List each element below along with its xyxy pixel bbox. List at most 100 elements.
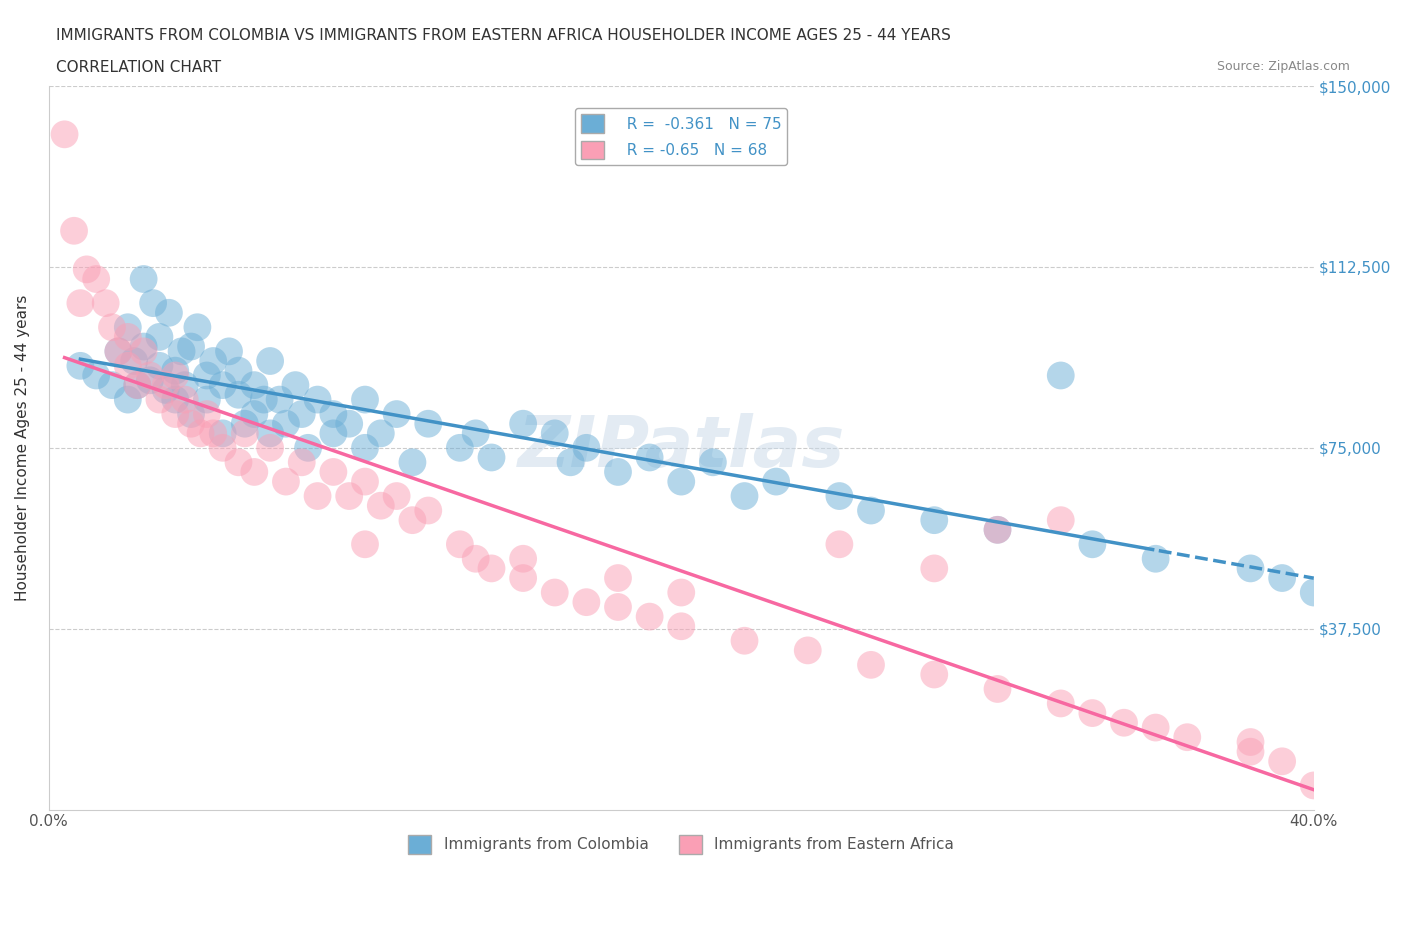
Point xyxy=(117,392,139,407)
Text: CORRELATION CHART: CORRELATION CHART xyxy=(56,60,221,75)
Point xyxy=(107,344,129,359)
Point xyxy=(449,537,471,551)
Point xyxy=(190,426,212,441)
Point xyxy=(228,455,250,470)
Point xyxy=(512,551,534,566)
Point xyxy=(1049,696,1071,711)
Point xyxy=(157,305,180,320)
Point xyxy=(464,426,486,441)
Point xyxy=(575,441,598,456)
Point xyxy=(322,464,344,479)
Point xyxy=(132,339,155,354)
Point xyxy=(481,450,503,465)
Point xyxy=(1144,551,1167,566)
Point xyxy=(69,296,91,311)
Point xyxy=(84,368,107,383)
Point xyxy=(165,368,187,383)
Point xyxy=(1302,778,1324,793)
Point xyxy=(211,378,233,392)
Point xyxy=(243,464,266,479)
Point xyxy=(180,417,202,432)
Point xyxy=(385,488,408,503)
Point xyxy=(1081,706,1104,721)
Point xyxy=(337,488,360,503)
Point xyxy=(101,320,124,335)
Point xyxy=(734,633,756,648)
Point xyxy=(139,368,162,383)
Point xyxy=(132,272,155,286)
Point xyxy=(259,441,281,456)
Point xyxy=(1271,754,1294,769)
Point xyxy=(1302,585,1324,600)
Point xyxy=(702,455,724,470)
Point xyxy=(202,426,225,441)
Point xyxy=(797,643,820,658)
Point xyxy=(127,378,149,392)
Point xyxy=(297,441,319,456)
Point xyxy=(117,320,139,335)
Point xyxy=(218,344,240,359)
Point xyxy=(127,378,149,392)
Point xyxy=(165,364,187,379)
Point xyxy=(117,358,139,373)
Point xyxy=(337,417,360,432)
Point xyxy=(122,353,145,368)
Point xyxy=(671,474,693,489)
Point xyxy=(464,551,486,566)
Point xyxy=(228,387,250,402)
Point xyxy=(269,392,291,407)
Point xyxy=(117,329,139,344)
Point xyxy=(418,503,440,518)
Point xyxy=(828,537,851,551)
Point xyxy=(671,618,693,633)
Point xyxy=(765,474,787,489)
Point xyxy=(607,571,630,586)
Legend: Immigrants from Colombia, Immigrants from Eastern Africa: Immigrants from Colombia, Immigrants fro… xyxy=(402,829,960,860)
Point xyxy=(132,344,155,359)
Point xyxy=(354,392,377,407)
Point xyxy=(1049,368,1071,383)
Point xyxy=(544,426,567,441)
Point xyxy=(148,329,170,344)
Point xyxy=(1239,735,1261,750)
Point xyxy=(859,658,882,672)
Point xyxy=(180,406,202,421)
Point xyxy=(671,585,693,600)
Y-axis label: Householder Income Ages 25 - 44 years: Householder Income Ages 25 - 44 years xyxy=(15,295,30,601)
Text: Source: ZipAtlas.com: Source: ZipAtlas.com xyxy=(1216,60,1350,73)
Point xyxy=(354,474,377,489)
Point xyxy=(94,296,117,311)
Point xyxy=(155,378,177,392)
Point xyxy=(1112,715,1135,730)
Point xyxy=(148,358,170,373)
Point xyxy=(233,417,256,432)
Point xyxy=(1081,537,1104,551)
Point xyxy=(253,392,276,407)
Text: ZIPatlas: ZIPatlas xyxy=(517,413,845,483)
Point xyxy=(449,441,471,456)
Point xyxy=(165,406,187,421)
Point xyxy=(986,523,1008,538)
Point xyxy=(139,373,162,388)
Point xyxy=(638,450,661,465)
Point xyxy=(354,441,377,456)
Point xyxy=(195,392,218,407)
Point xyxy=(1239,561,1261,576)
Point xyxy=(607,464,630,479)
Point xyxy=(259,426,281,441)
Point xyxy=(101,378,124,392)
Point xyxy=(173,392,195,407)
Point xyxy=(274,474,297,489)
Point xyxy=(1144,720,1167,735)
Point xyxy=(322,406,344,421)
Point xyxy=(1175,730,1198,745)
Point xyxy=(211,426,233,441)
Point xyxy=(418,417,440,432)
Point xyxy=(401,512,423,527)
Point xyxy=(148,392,170,407)
Point xyxy=(560,455,582,470)
Point xyxy=(544,585,567,600)
Point xyxy=(859,503,882,518)
Point xyxy=(986,523,1008,538)
Point xyxy=(401,455,423,470)
